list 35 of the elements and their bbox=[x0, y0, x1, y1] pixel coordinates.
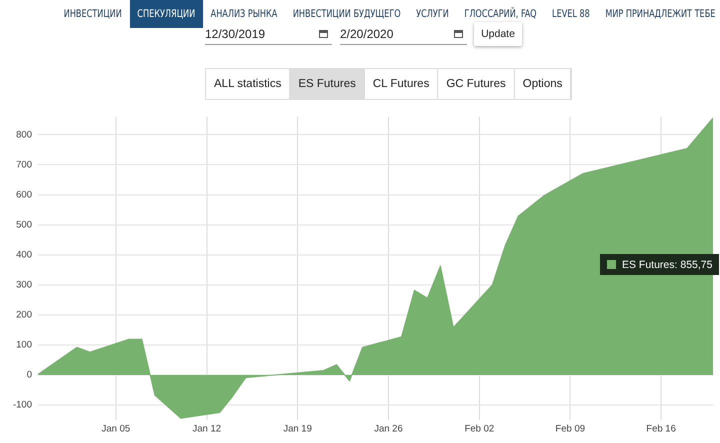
text: 2/20/2020 bbox=[340, 27, 394, 41]
text: LEVEL 88 bbox=[551, 7, 591, 22]
text: УСЛУГИ bbox=[415, 7, 450, 22]
text: GC Futures bbox=[438, 69, 515, 99]
text: Update bbox=[474, 22, 522, 46]
tooltip-box: ES Futures: 855,75 bbox=[600, 254, 720, 275]
x-tick-label: Feb 09 bbox=[555, 423, 585, 434]
text: АНАЛИЗ РЫНКА bbox=[210, 7, 278, 22]
text: ALL statistics bbox=[206, 69, 290, 99]
text: Options bbox=[514, 69, 572, 99]
text: ИНВЕСТИЦИИ БУДУЩЕГО bbox=[292, 7, 402, 22]
annotation: ES Futures: 855,75 bbox=[622, 258, 712, 270]
y-tick-label: 800 bbox=[16, 129, 32, 140]
x-tick-label: Feb 02 bbox=[464, 423, 494, 434]
x-tick-label: Jan 19 bbox=[283, 423, 312, 434]
y-tick-label: 600 bbox=[16, 189, 32, 200]
x-tick-label: Feb 16 bbox=[646, 423, 676, 434]
text: ES Futures bbox=[290, 69, 365, 99]
text: ИНВЕСТИЦИИ bbox=[62, 7, 123, 22]
y-tick-label: 300 bbox=[16, 279, 32, 290]
x-tick-label: Jan 26 bbox=[374, 423, 403, 434]
y-tick-label: -100 bbox=[12, 400, 32, 411]
x-tick-label: Jan 12 bbox=[192, 423, 222, 434]
x-tick-label: Jan 05 bbox=[102, 423, 130, 434]
y-tick-label: 100 bbox=[16, 340, 32, 351]
y-tick-label: 200 bbox=[16, 310, 32, 321]
text: СПЕКУЛЯЦИИ bbox=[130, 0, 203, 28]
text: МИР ПРИНАДЛЕЖИТ ТЕБЕ bbox=[604, 7, 716, 22]
y-tick-label: 0 bbox=[26, 370, 32, 381]
y-tick-label: 400 bbox=[16, 249, 32, 260]
text: 12/30/2019 bbox=[205, 27, 266, 41]
y-tick-label: 700 bbox=[16, 159, 32, 170]
text: ГЛОССАРИЙ, FAQ bbox=[463, 6, 538, 22]
y-tick-label: 500 bbox=[16, 219, 32, 230]
text: CL Futures bbox=[364, 69, 438, 99]
